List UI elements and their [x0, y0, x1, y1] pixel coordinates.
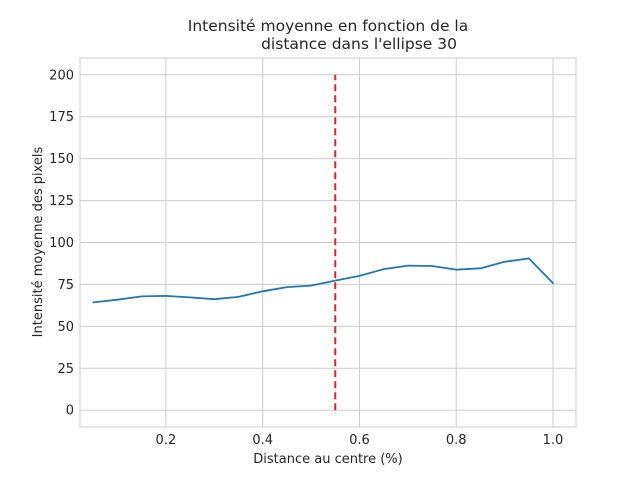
x-tick-label: 0.6	[349, 433, 370, 448]
chart-title-line-2: distance dans l'ellipse 30	[261, 35, 457, 53]
tick-labels: 0.2 0.4 0.6 0.8 1.0 0 25 50 75 100 125 150 175 200	[49, 68, 563, 448]
x-tick-label: 0.8	[446, 433, 467, 448]
chart-title-line-1: Intensité moyenne en fonction de la	[188, 17, 468, 35]
x-axis-label: Distance au centre (%)	[253, 452, 402, 467]
y-tick-label: 25	[57, 362, 74, 377]
x-tick-label: 0.2	[156, 433, 177, 448]
y-tick-label: 0	[66, 404, 74, 419]
y-axis-label: Intensité moyenne des pixels	[31, 146, 46, 337]
x-tick-label: 0.4	[252, 433, 273, 448]
grid-lines	[80, 58, 576, 427]
x-tick-label: 1.0	[543, 433, 564, 448]
y-tick-label: 175	[49, 110, 74, 125]
y-tick-label: 200	[49, 68, 74, 83]
y-tick-label: 75	[57, 278, 74, 293]
y-tick-label: 125	[49, 194, 74, 209]
y-tick-label: 100	[49, 236, 74, 251]
series-line	[92, 257, 554, 304]
y-tick-label: 150	[49, 152, 74, 167]
y-tick-label: 50	[57, 320, 74, 335]
chart-marks	[92, 74, 554, 411]
